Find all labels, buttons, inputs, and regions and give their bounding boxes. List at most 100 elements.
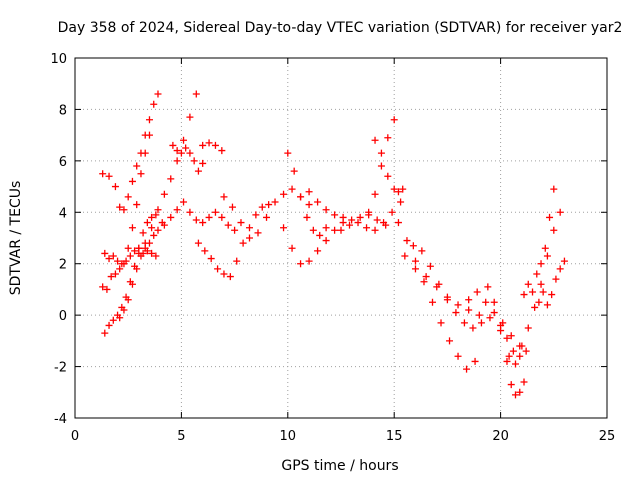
data-point [133,201,141,209]
data-point [284,149,292,157]
data-point [101,329,109,337]
data-point [535,298,543,306]
data-point [384,172,392,180]
data-point [475,311,483,319]
y-tick-label: 2 [59,258,67,273]
data-point [365,208,373,216]
data-point [411,265,419,273]
data-point [354,219,362,227]
data-point [346,221,354,229]
data-point [543,301,551,309]
series-arc-x [505,208,564,368]
series-arc-m [280,219,347,268]
data-point [145,116,153,124]
axis-ticks: 0 5 10 15 20 25 -4 -2 0 2 4 6 8 10 [50,52,615,444]
data-point [252,211,260,219]
data-point [316,231,324,239]
data-point [263,213,271,221]
data-point [303,213,311,221]
data-point [363,224,371,232]
data-point [228,203,236,211]
data-point [322,237,330,245]
data-point [348,216,356,224]
data-point [99,170,107,178]
series-arc-e [116,219,166,322]
data-point [109,252,117,260]
data-point [399,185,407,193]
data-point [473,288,481,296]
data-point [150,231,158,239]
data-point [154,206,162,214]
data-point [105,255,113,263]
data-point [539,288,547,296]
data-point [322,224,330,232]
data-point [518,342,526,350]
data-point [524,280,532,288]
data-point [218,147,226,155]
data-point [220,270,228,278]
data-point [454,352,462,360]
data-point [245,224,253,232]
data-point [409,242,417,250]
data-point [152,252,160,260]
data-point [116,265,124,273]
data-point [120,206,128,214]
data-point [143,219,151,227]
data-point [522,347,530,355]
data-point [120,260,128,268]
data-point [199,141,207,149]
data-point [403,237,411,245]
data-point [426,262,434,270]
data-point [418,247,426,255]
data-point [280,224,288,232]
data-point [373,216,381,224]
y-tick-label: 0 [59,309,67,324]
data-point [371,226,379,234]
data-point [131,247,139,255]
data-point [137,170,145,178]
data-point [186,208,194,216]
series-arc-y [520,185,558,299]
data-point [160,190,168,198]
data-point [471,357,479,365]
data-point [126,252,134,260]
data-point [356,213,364,221]
data-point [128,177,136,185]
data-point [180,198,188,206]
data-point [314,198,322,206]
data-point [531,303,539,311]
x-axis-label: GPS time / hours [281,458,398,474]
data-point [116,314,124,322]
data-point [105,321,113,329]
data-point [388,208,396,216]
y-tick-label: 8 [59,103,67,118]
data-point [141,149,149,157]
data-point [173,147,181,155]
data-point [290,167,298,175]
data-point [507,381,515,389]
data-point [505,352,513,360]
data-point [463,365,471,373]
data-point [377,149,385,157]
data-point [490,309,498,317]
data-point [437,319,445,327]
data-point [390,185,398,193]
data-point [503,357,511,365]
data-point [550,226,558,234]
data-point [135,249,143,257]
data-point [128,280,136,288]
data-point [477,319,485,327]
data-point [145,131,153,139]
data-point [305,201,313,209]
series-arc-g [169,141,207,175]
x-tick-label: 10 [280,429,297,444]
data-point [265,201,273,209]
series-arc-p [371,136,407,196]
x-tick-label: 0 [71,429,79,444]
data-point [182,144,190,152]
data-point [469,324,477,332]
y-tick-label: 10 [50,52,67,67]
data-point [133,265,141,273]
series-arc-o [337,198,405,234]
data-point [422,273,430,281]
